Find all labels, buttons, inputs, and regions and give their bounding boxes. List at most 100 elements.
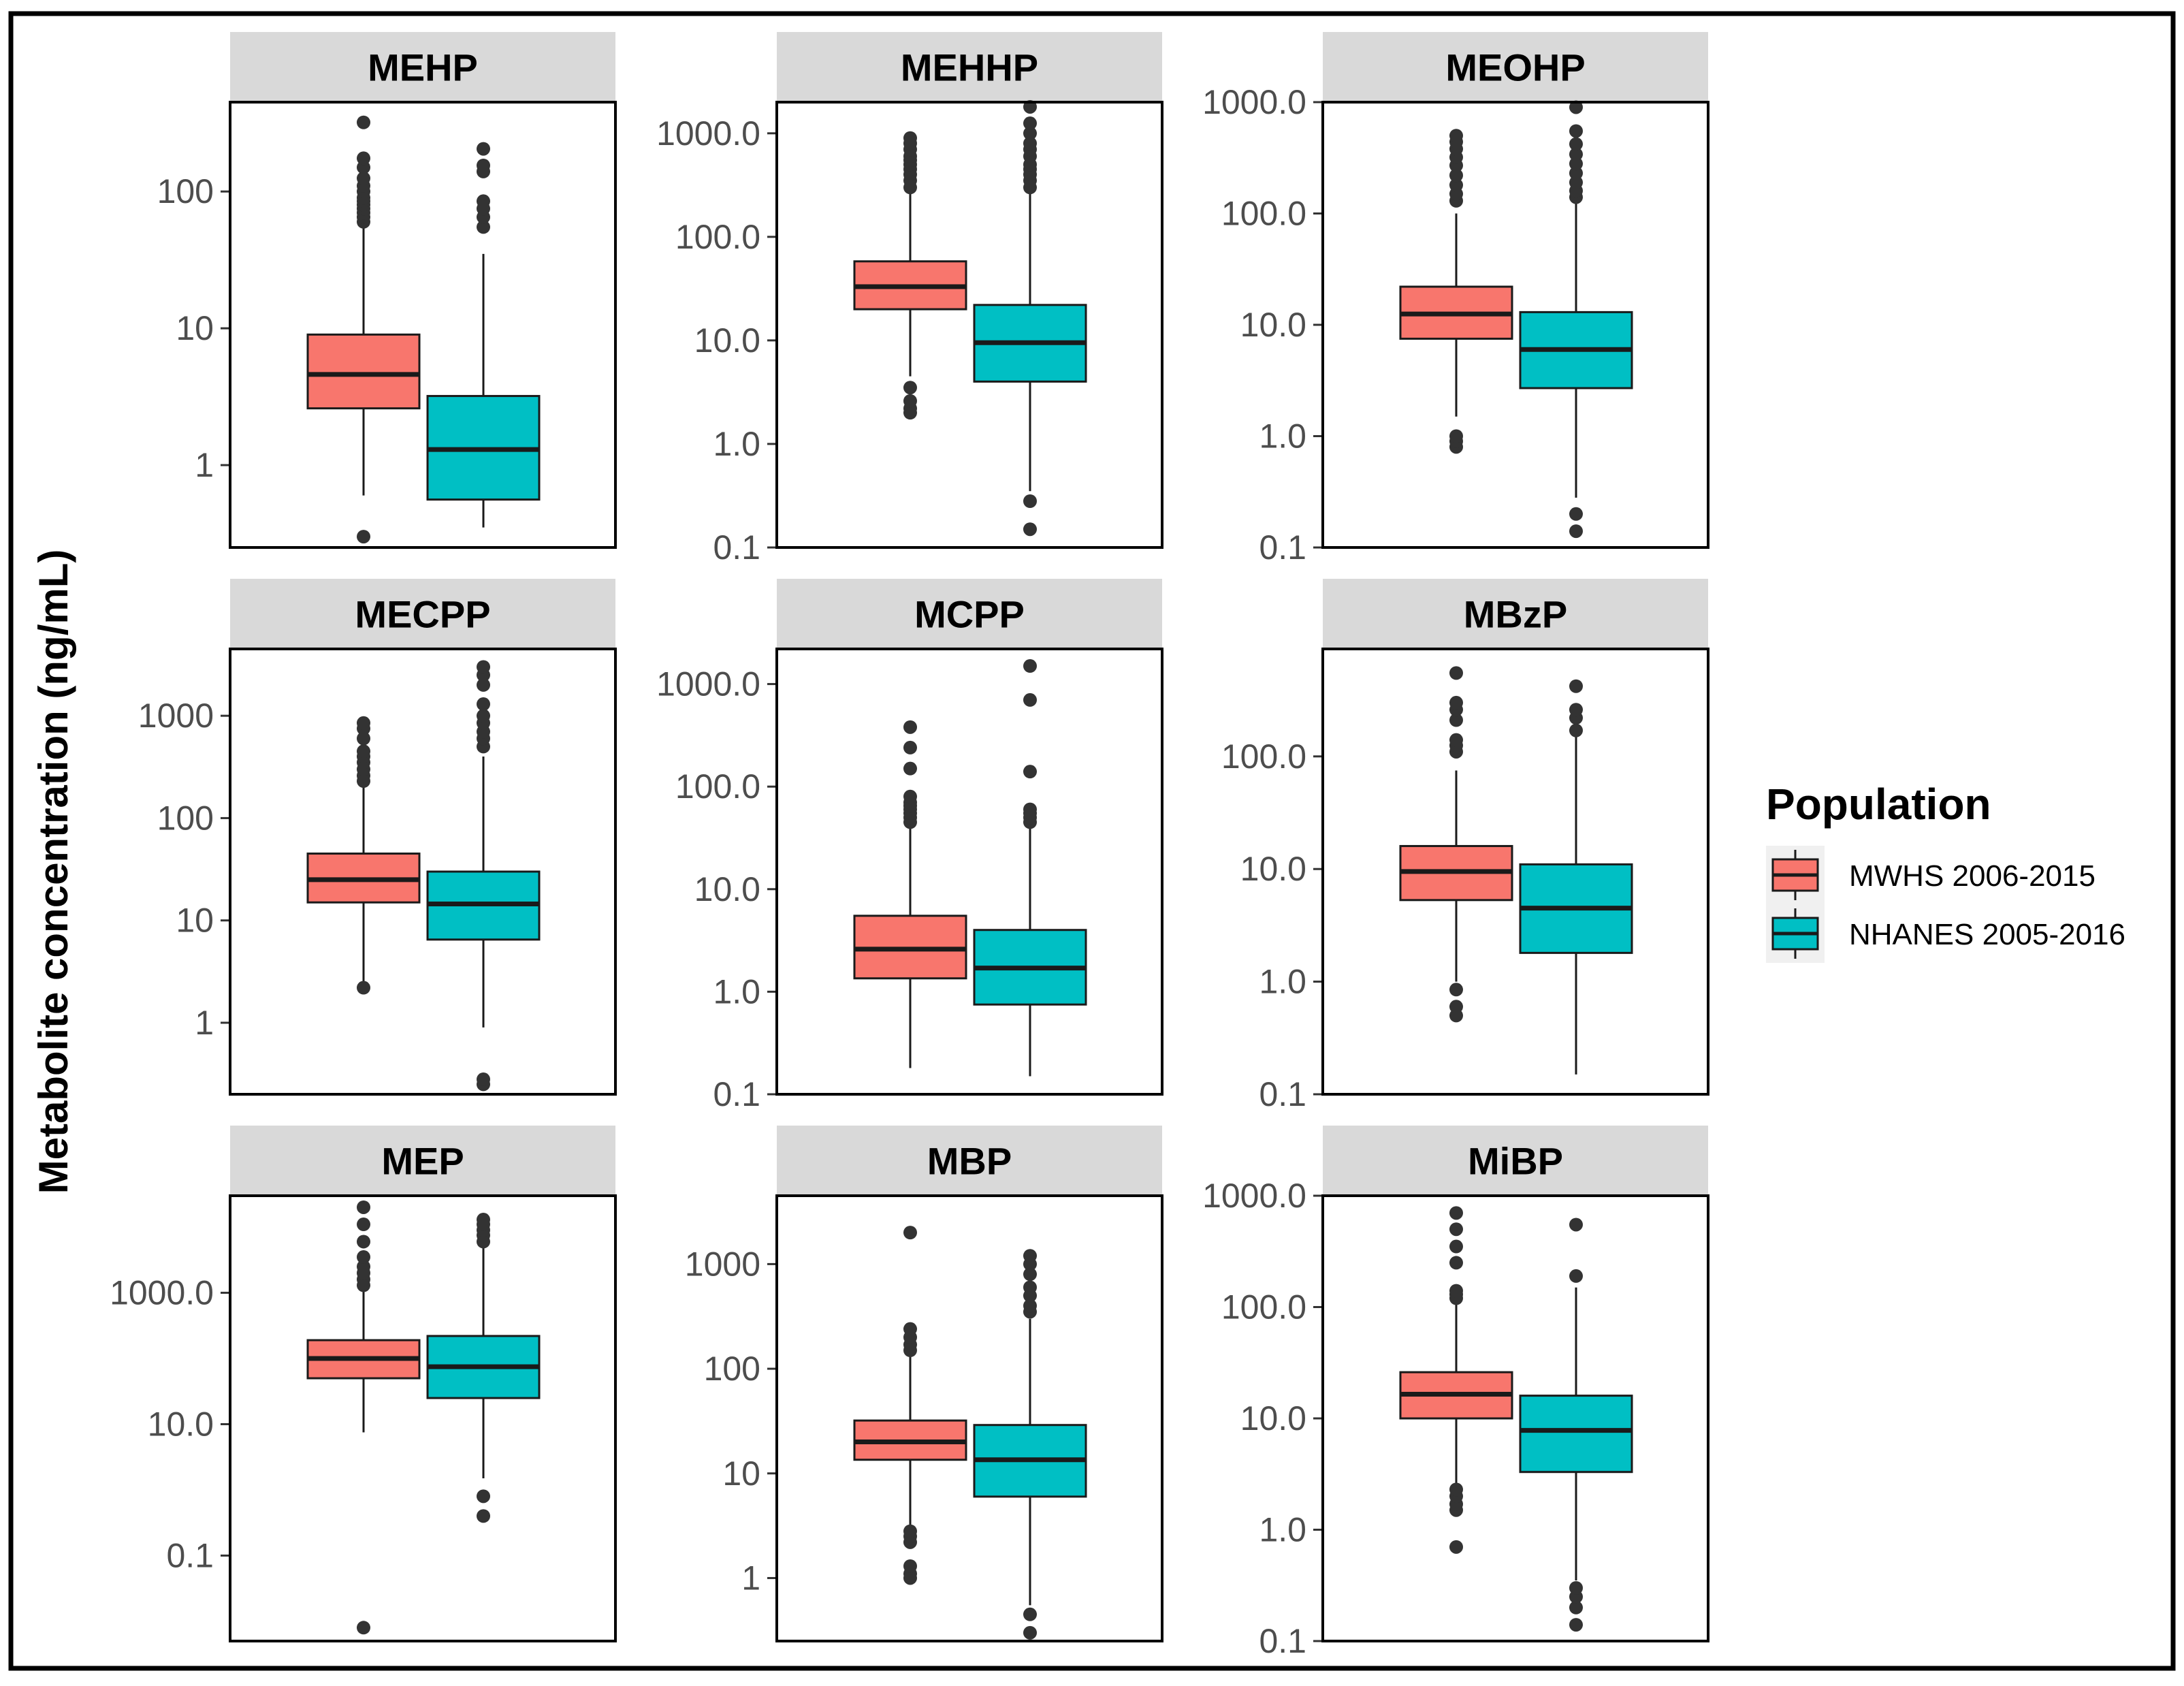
outlier-point [1023,1625,1037,1640]
outlier-point [1449,429,1463,443]
box-mehhp-nhanes-2005-2016 [973,99,1087,537]
y-tick-label-mbp: 100 [704,1350,760,1388]
y-tick-label-mep: 10.0 [148,1405,214,1443]
panel-mibp: MiBP 0.1 1.0 10.0 100.0 1000.0 [1202,1126,1709,1660]
panel-mep: MEP 0.1 10.0 1000.0 [110,1126,617,1642]
y-tick-label-meohp: 100.0 [1221,195,1306,233]
outlier-point [903,1322,917,1336]
y-tick-label-mibp: 100.0 [1221,1288,1306,1326]
y-tick-label-mehhp: 0.1 [713,528,760,567]
outlier-point [903,1524,917,1538]
outlier-point [1569,1618,1583,1632]
box-mecpp-nhanes-2005-2016 [426,660,541,1092]
outlier-point [1569,147,1583,161]
outlier-point [357,1218,370,1232]
box-mcpp-mwhs-2006-2015 [853,720,967,1068]
y-tick-label-mecpp: 1000 [138,697,214,735]
outlier-point [357,1621,370,1635]
outlier-point [477,158,490,172]
outlier-point [1569,723,1583,737]
outlier-point [1449,713,1463,727]
outlier-point [1023,693,1037,707]
outlier-point [477,660,490,674]
outlier-point [1449,178,1463,192]
outlier-point [1569,1600,1583,1615]
y-tick-label-mibp: 1.0 [1259,1511,1306,1549]
y-axis-label: Metabolite concentration (ng/mL) [31,550,76,1194]
outlier-point [903,1559,917,1573]
y-tick-label-mibp: 0.1 [1259,1622,1306,1660]
outlier-point [357,1250,370,1264]
legend-label: MWHS 2006-2015 [1849,859,2095,893]
panel-mecpp: MECPP 1 10 100 1000 [138,579,617,1096]
outlier-point [903,789,917,804]
box-mbp-nhanes-2005-2016 [973,1249,1087,1640]
outlier-point [1449,695,1463,710]
outlier-point [1449,1540,1463,1554]
panel-frame-meohp [1321,101,1709,549]
outlier-point [1023,659,1037,673]
panel-mcpp: MCPP 0.1 1.0 10.0 100.0 1000.0 [656,579,1163,1113]
box-mbzp-nhanes-2005-2016 [1519,679,1633,1075]
panel-meohp: MEOHP 0.1 1.0 10.0 100.0 1000.0 [1202,32,1709,567]
y-tick-label-mbzp: 1.0 [1259,963,1306,1001]
y-tick-label-mbzp: 100.0 [1221,737,1306,776]
y-tick-label-mbp: 1 [741,1559,760,1597]
outlier-point [903,720,917,734]
box-mehp-nhanes-2005-2016 [426,142,541,528]
panel-title-mecpp: MECPP [355,593,490,636]
y-tick-label-mibp: 10.0 [1240,1399,1306,1437]
outlier-point [1023,136,1037,150]
panel-title-mehhp: MEHHP [901,46,1038,89]
outlier-point [357,1235,370,1249]
outlier-point [1449,168,1463,182]
outlier-point [1569,1269,1583,1283]
outlier-point [357,716,370,730]
outlier-point [477,697,490,712]
y-tick-label-mcpp: 1.0 [713,972,760,1011]
y-tick-label-mibp: 1000.0 [1202,1177,1306,1215]
outlier-point [477,678,490,692]
outlier-point [1449,1222,1463,1237]
y-tick-label-mep: 0.1 [166,1536,214,1574]
y-tick-label-mcpp: 0.1 [713,1075,760,1113]
legend-item-nhanes-2005-2016: NHANES 2005-2016 [1771,908,2125,959]
y-tick-label-mbp: 10 [722,1454,760,1493]
y-tick-label-meohp: 0.1 [1259,528,1306,567]
panel-title-mcpp: MCPP [914,593,1025,636]
panel-mbzp: MBzP 0.1 1.0 10.0 100.0 [1221,579,1709,1113]
outlier-point [1449,983,1463,997]
strip-mbp [777,1126,1162,1196]
box-mibp-mwhs-2006-2015 [1399,1206,1513,1554]
box-mecpp-mwhs-2006-2015 [306,716,421,995]
panel-title-mbp: MBP [927,1140,1012,1183]
panel-title-mep: MEP [381,1140,464,1183]
outlier-point [1023,1267,1037,1282]
panel-frame-mehp [229,101,617,549]
y-tick-label-mecpp: 100 [157,799,214,837]
outlier-point [1569,1580,1583,1595]
y-tick-label-mehhp: 10.0 [694,321,760,360]
outlier-point [357,151,370,165]
panel-frame-mibp [1321,1194,1709,1642]
panels: MEHP110100MEHHP0.11.010.0100.01000.0MEOH… [110,32,1709,1660]
outlier-point [1449,733,1463,747]
outlier-point [903,740,917,754]
y-tick-label-mbzp: 0.1 [1259,1075,1306,1113]
panel-frame-mecpp [229,648,617,1096]
outlier-point [1569,124,1583,138]
strip-mehp [230,32,615,102]
outlier-point [477,220,490,234]
strip-meohp [1323,32,1708,102]
legend-item-mwhs-2006-2015: MWHS 2006-2015 [1771,850,2095,900]
outlier-point [903,394,917,408]
outlier-point [1569,100,1583,114]
box-mep-mwhs-2006-2015 [306,1200,421,1635]
outlier-point [1569,524,1583,539]
panel-frame-mbp [775,1194,1163,1642]
legend-label: NHANES 2005-2016 [1849,918,2125,951]
outlier-point [1023,1280,1037,1294]
outlier-point [903,761,917,776]
y-tick-label-meohp: 10.0 [1240,306,1306,344]
